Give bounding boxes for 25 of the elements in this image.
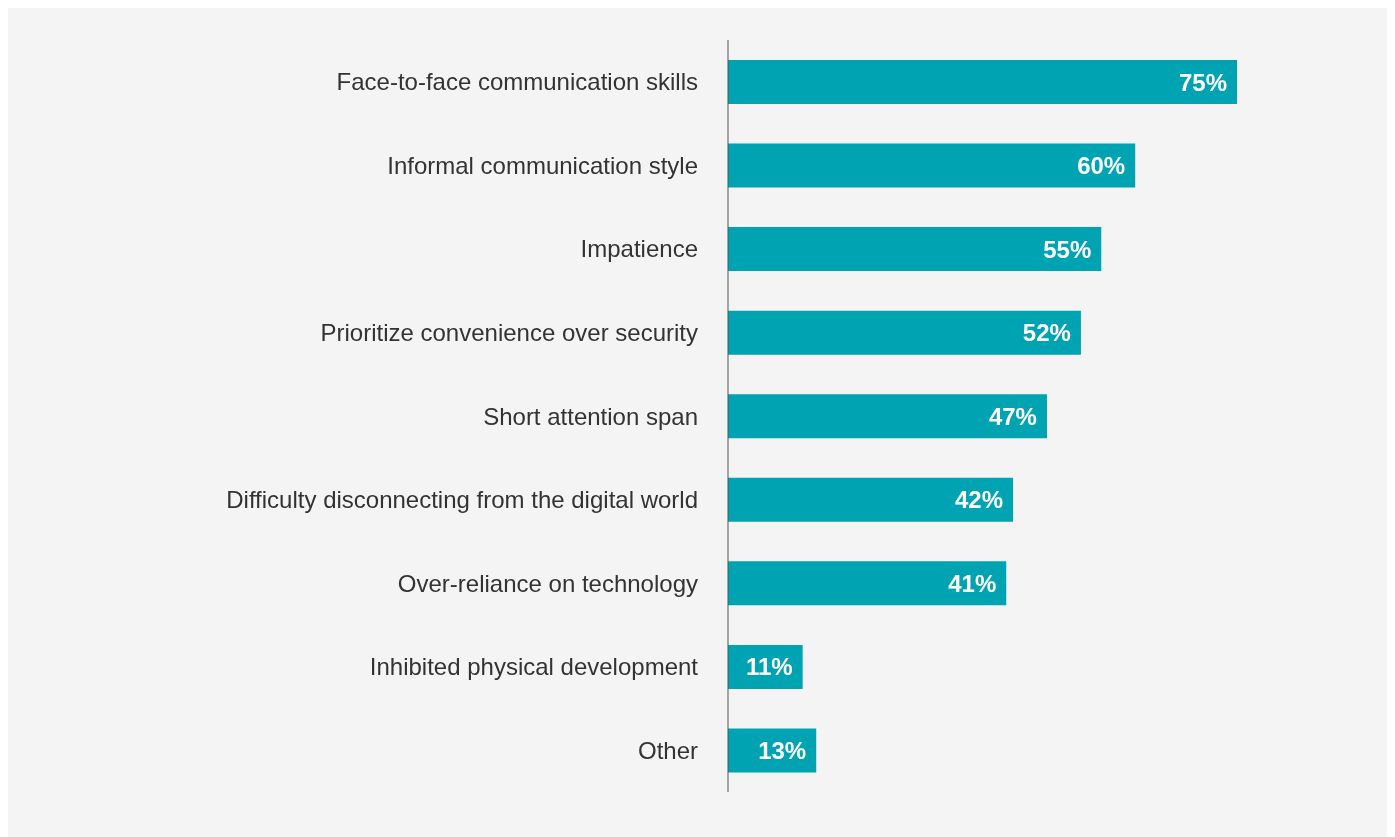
- bar: [728, 394, 1047, 439]
- y-tick-label: Other: [637, 736, 698, 764]
- bar: [728, 561, 1007, 606]
- bar: [728, 227, 1102, 272]
- y-tick-label: Impatience: [580, 235, 698, 263]
- data-label: 41%: [948, 569, 997, 597]
- data-label: 55%: [1043, 235, 1092, 263]
- data-label: 42%: [954, 486, 1004, 514]
- y-tick-label: Over-reliance on technology: [397, 569, 698, 597]
- y-tick-label: Short attention span: [483, 402, 698, 430]
- bar: [728, 477, 1014, 522]
- y-tick-label: Inhibited physical development: [369, 653, 699, 681]
- data-label: 60%: [1077, 152, 1126, 180]
- bar: [728, 143, 1136, 188]
- data-label: 52%: [1022, 319, 1071, 347]
- data-label: 11%: [745, 653, 793, 681]
- y-tick-label: Difficulty disconnecting from the digital world: [226, 486, 698, 514]
- y-tick-label: Face-to-face communication skills: [336, 68, 698, 96]
- data-label: 13%: [758, 736, 807, 764]
- y-tick-label: Prioritize convenience over security: [320, 318, 698, 346]
- y-tick-label: Informal communication style: [387, 151, 698, 179]
- data-label: 47%: [988, 402, 1037, 430]
- bar: [728, 60, 1237, 104]
- data-label: 75%: [1178, 68, 1227, 96]
- bar: [728, 310, 1081, 355]
